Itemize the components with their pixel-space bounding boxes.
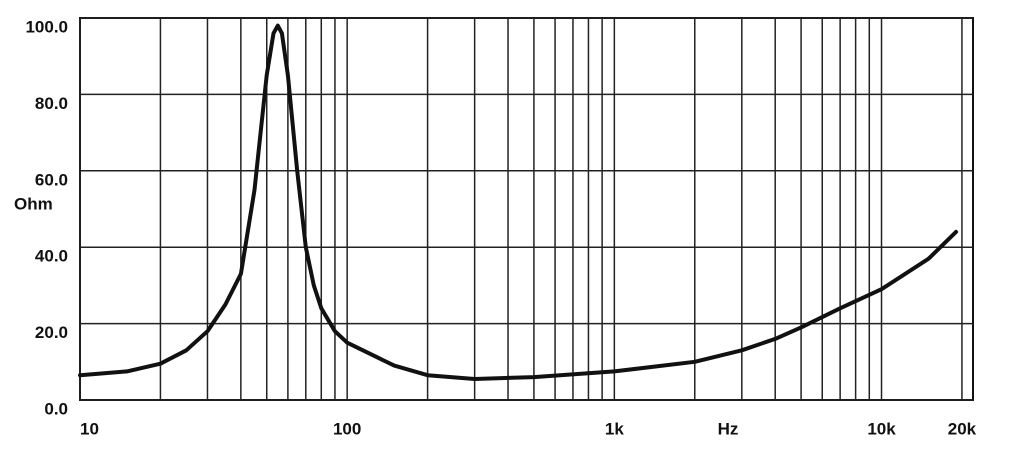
x-tick-label: 10k <box>867 419 896 438</box>
impedance-curve <box>78 23 958 381</box>
x-tick-label: 10 <box>80 419 99 438</box>
y-axis-label: Ohm <box>14 194 53 213</box>
x-tick-label: 100 <box>333 419 361 438</box>
x-tick-label: 1k <box>605 419 624 438</box>
y-tick-label: 0.0 <box>44 399 68 418</box>
y-tick-label: 40.0 <box>35 247 68 266</box>
y-tick-label: 80.0 <box>35 94 68 113</box>
y-tick-label: 100.0 <box>25 17 68 36</box>
y-tick-label: 20.0 <box>35 323 68 342</box>
plot-frame <box>79 17 974 401</box>
x-tick-label: 20k <box>948 419 977 438</box>
x-axis-label: Hz <box>718 419 739 438</box>
y-tick-label: 60.0 <box>35 170 68 189</box>
